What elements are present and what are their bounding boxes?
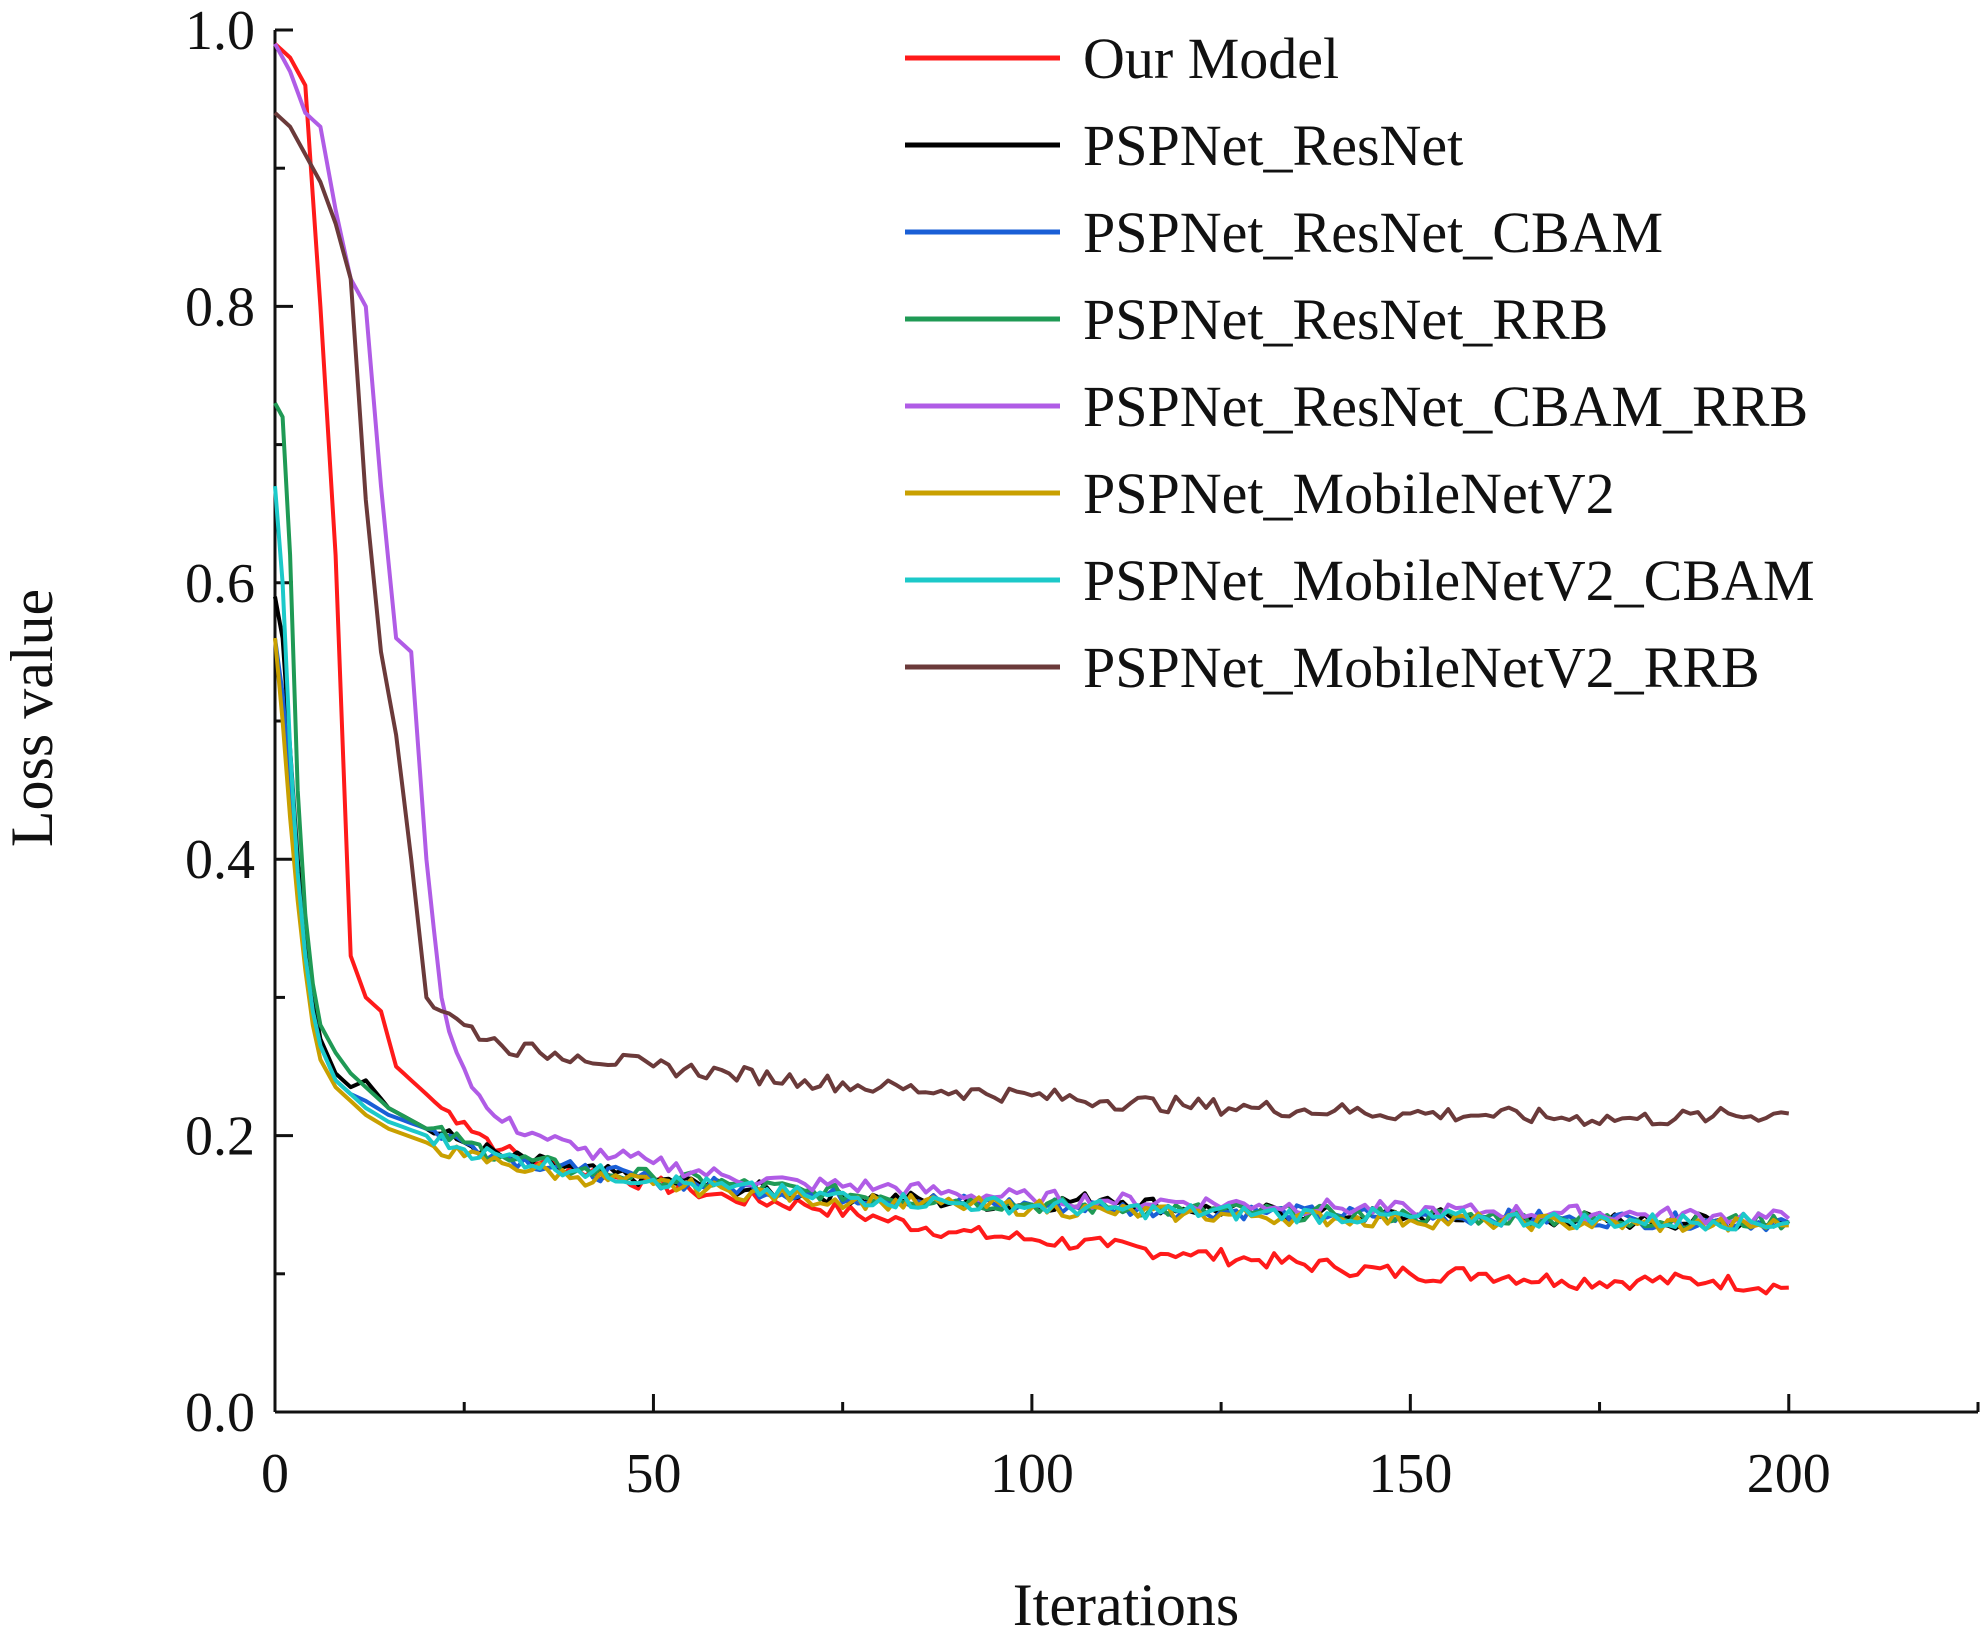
y-tick-label: 0.2	[185, 1106, 255, 1168]
y-tick-label: 0.8	[185, 276, 255, 338]
x-tick-label: 0	[261, 1443, 289, 1505]
legend-label: PSPNet_MobileNetV2	[1083, 461, 1615, 526]
x-axis-title: Iterations	[1013, 1572, 1240, 1638]
series-lines	[273, 42, 1791, 1296]
legend-label: PSPNet_ResNet_CBAM	[1083, 200, 1663, 265]
series-line-2	[273, 637, 1790, 1233]
legend-label: PSPNet_ResNet_CBAM_RRB	[1083, 374, 1808, 439]
y-tick-label: 0.6	[185, 553, 255, 615]
x-tick-label: 100	[990, 1443, 1074, 1505]
x-tick-label: 150	[1368, 1443, 1452, 1505]
y-tick-label: 0.4	[185, 829, 255, 891]
legend-label: PSPNet_MobileNetV2_CBAM	[1083, 548, 1815, 613]
series-line-6	[273, 485, 1790, 1232]
y-axis-title: Loss value	[0, 589, 65, 847]
x-tick-label: 50	[625, 1443, 681, 1505]
ticks: 0.0 0.2 0.4 0.6 0.8 1.0 0 50 100 150 200	[185, 0, 1980, 1505]
series-line-4	[273, 42, 1791, 1226]
legend: Our Model PSPNet_ResNet PSPNet_ResNet_CBAM…	[905, 26, 1815, 700]
y-tick-label: 1.0	[185, 0, 255, 62]
legend-label: Our Model	[1083, 26, 1339, 91]
y-tick-label: 0.0	[185, 1382, 255, 1444]
x-tick-label: 200	[1747, 1443, 1831, 1505]
legend-label: PSPNet_ResNet	[1083, 113, 1463, 178]
series-line-3	[273, 402, 1791, 1231]
legend-label: PSPNet_ResNet_RRB	[1083, 287, 1608, 352]
legend-label: PSPNet_MobileNetV2_RRB	[1083, 635, 1760, 700]
series-line-7	[273, 111, 1790, 1127]
series-line-5	[273, 637, 1789, 1233]
